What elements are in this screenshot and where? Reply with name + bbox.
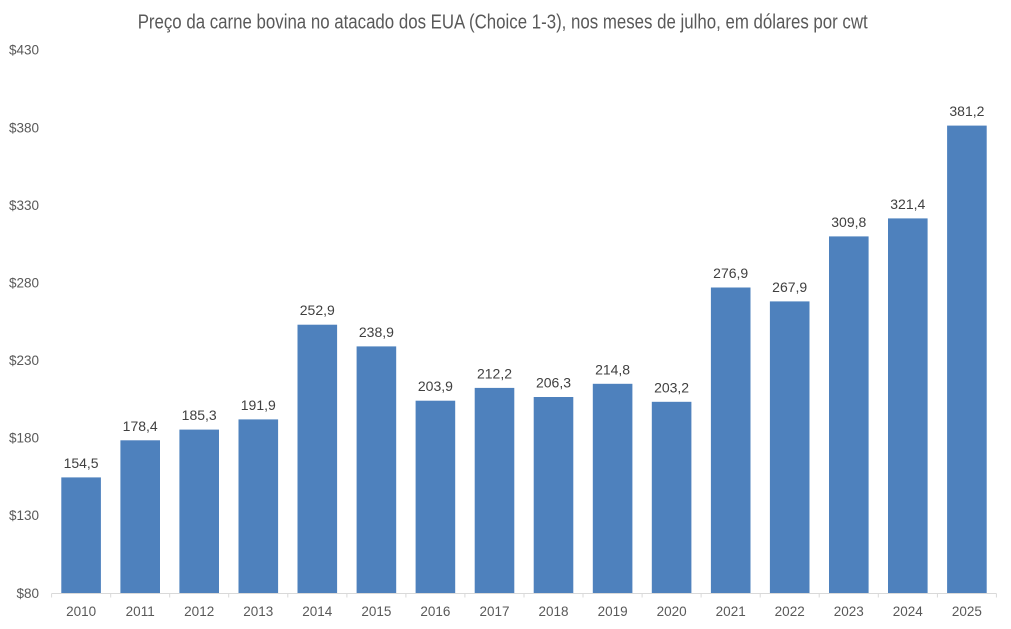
svg-text:212,2: 212,2 [477,365,512,381]
svg-text:$130: $130 [9,508,39,523]
svg-text:$430: $430 [9,43,39,58]
svg-text:2025: 2025 [952,604,982,619]
svg-text:309,8: 309,8 [831,214,866,230]
svg-text:321,4: 321,4 [890,196,925,212]
svg-text:203,2: 203,2 [654,379,689,395]
svg-text:154,5: 154,5 [64,455,99,471]
svg-text:2016: 2016 [420,604,450,619]
svg-text:2020: 2020 [657,604,687,619]
svg-text:191,9: 191,9 [241,397,276,413]
svg-text:2012: 2012 [184,604,214,619]
svg-text:$280: $280 [9,276,39,291]
svg-text:252,9: 252,9 [300,302,335,318]
svg-text:2011: 2011 [126,604,155,619]
svg-text:178,4: 178,4 [123,418,158,434]
svg-text:203,9: 203,9 [418,378,453,394]
svg-text:$80: $80 [16,586,39,601]
svg-text:Preço da carne bovina no ataca: Preço da carne bovina no atacado dos EUA… [138,11,868,33]
svg-text:$380: $380 [9,120,39,135]
svg-text:206,3: 206,3 [536,375,571,391]
svg-text:381,2: 381,2 [949,103,984,119]
svg-text:2019: 2019 [598,604,628,619]
svg-text:$180: $180 [9,431,39,446]
svg-text:238,9: 238,9 [359,324,394,340]
svg-text:2010: 2010 [66,604,96,619]
svg-text:$330: $330 [9,198,39,213]
svg-text:2018: 2018 [538,604,568,619]
svg-text:276,9: 276,9 [713,265,748,281]
svg-text:2014: 2014 [302,604,333,619]
svg-text:2021: 2021 [716,604,746,619]
svg-text:267,9: 267,9 [772,279,807,295]
svg-text:2023: 2023 [834,604,864,619]
svg-text:2015: 2015 [361,604,391,619]
svg-text:2013: 2013 [243,604,273,619]
svg-text:2017: 2017 [479,604,509,619]
svg-text:$230: $230 [9,353,39,368]
svg-text:185,3: 185,3 [182,407,217,423]
svg-text:2022: 2022 [775,604,805,619]
svg-text:214,8: 214,8 [595,361,630,377]
svg-text:2024: 2024 [893,604,924,619]
